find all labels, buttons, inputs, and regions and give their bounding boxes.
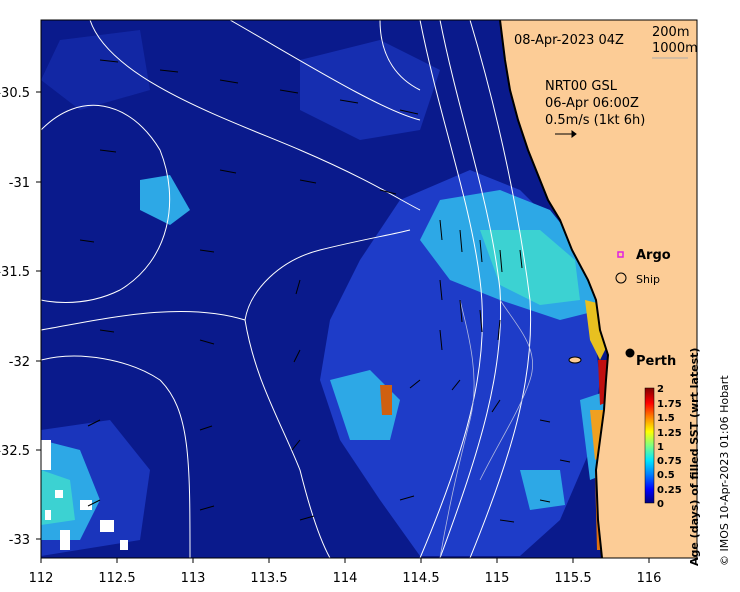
x-tick-label: 114.5 — [402, 571, 439, 586]
colorbar-tick: 1.75 — [657, 399, 682, 410]
y-tick-label: -33 — [9, 533, 30, 548]
colorbar-tick: 1 — [657, 442, 664, 453]
copyright-label: © IMOS 10-Apr-2023 01:06 Hobart — [718, 375, 731, 566]
y-tick-label: -32 — [9, 355, 30, 370]
y-axis — [36, 91, 41, 540]
x-tick-label: 115.5 — [554, 571, 591, 586]
current-scale-arrow — [555, 130, 577, 138]
bathymetry-contours — [41, 20, 532, 558]
colorbar — [644, 387, 655, 504]
colorbar-tick: 1.25 — [657, 428, 682, 439]
colorbar-tick: 0.5 — [657, 470, 675, 481]
x-tick-label: 116 — [637, 571, 662, 586]
current-time-label: 06-Apr 06:00Z — [545, 96, 639, 111]
current-source-label: NRT00 GSL — [545, 79, 618, 94]
ship-marker — [615, 272, 627, 284]
colorbar-ticks: 2 1.75 1.5 1.25 1 0.75 0.5 0.25 0 — [657, 384, 682, 510]
colorbar-tick: 0.25 — [657, 485, 682, 496]
x-tick-label: 112 — [29, 571, 54, 586]
x-axis — [40, 558, 650, 563]
argo-label: Argo — [636, 248, 671, 263]
ship-label: Ship — [636, 273, 660, 286]
colorbar-tick: 1.5 — [657, 413, 675, 424]
y-tick-label: -32.5 — [0, 444, 30, 459]
argo-marker — [617, 251, 624, 258]
current-scale-label: 0.5m/s (1kt 6h) — [545, 113, 645, 128]
contour-1000-label: 1000m — [652, 41, 698, 56]
y-tick-label: -31 — [9, 176, 30, 191]
shelf-contours — [439, 299, 534, 558]
x-tick-label: 115 — [485, 571, 510, 586]
y-tick-label: -31.5 — [0, 265, 30, 280]
missing-data-cells — [41, 440, 128, 550]
current-vectors — [79, 59, 571, 523]
date-label: 08-Apr-2023 04Z — [514, 33, 624, 48]
coastline — [499, 20, 610, 558]
plot-frame — [40, 19, 698, 559]
contour-200-label: 200m — [652, 25, 689, 40]
y-tick-label: -30.5 — [0, 86, 30, 101]
x-tick-label: 114 — [333, 571, 358, 586]
rottnest-island — [568, 356, 582, 364]
perth-label: Perth — [636, 354, 676, 369]
colorbar-tick: 2 — [657, 384, 664, 395]
x-tick-label: 113 — [181, 571, 206, 586]
x-tick-label: 113.5 — [250, 571, 287, 586]
map-plot-area — [41, 20, 697, 558]
perth-ship-marker — [625, 348, 635, 358]
colorbar-title: Age (days) of filled SST (wrt latest) — [688, 348, 701, 566]
colorbar-tick: 0 — [657, 499, 664, 510]
colorbar-tick: 0.75 — [657, 456, 682, 467]
x-tick-label: 112.5 — [98, 571, 135, 586]
